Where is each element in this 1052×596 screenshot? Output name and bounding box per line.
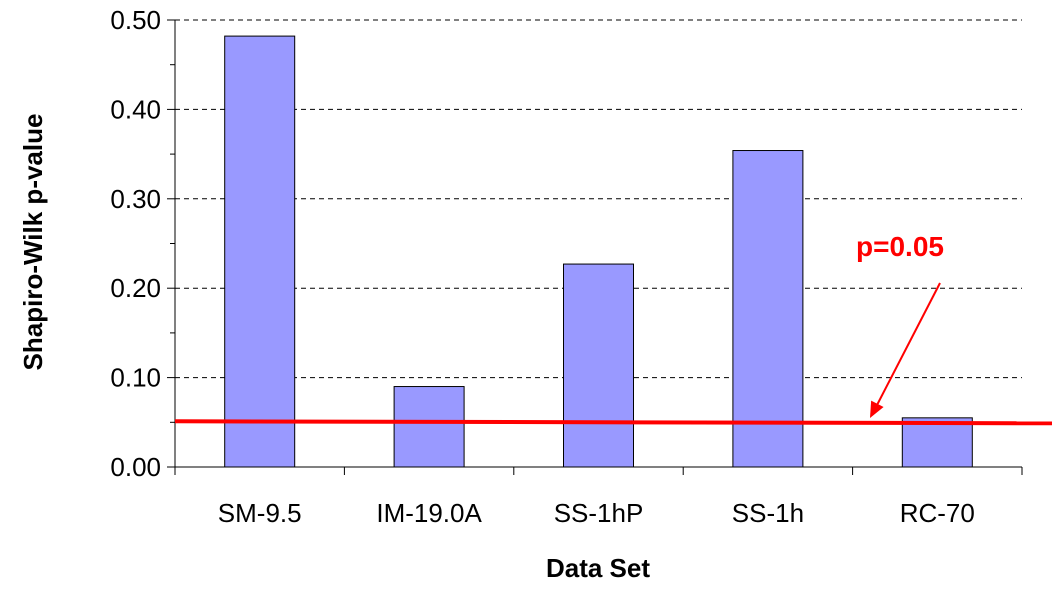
y-tick-label: 0.30 xyxy=(110,184,161,214)
x-tick-label: SS-1hP xyxy=(554,498,644,528)
y-axis-title: Shapiro-Wilk p-value xyxy=(18,114,48,371)
bar-rc-70 xyxy=(901,417,973,468)
x-tick-labels: SM-9.5 IM-19.0A SS-1hP SS-1h RC-70 xyxy=(218,498,975,528)
y-tick-label: 0.10 xyxy=(110,363,161,393)
y-tick-labels: 0.00 0.10 0.20 0.30 0.40 0.50 xyxy=(110,5,161,482)
bar-sm-9.5 xyxy=(224,35,296,468)
axes xyxy=(167,19,1023,475)
reference-line xyxy=(174,419,1052,426)
bar-ss-1h xyxy=(732,150,804,468)
x-tick-label: SM-9.5 xyxy=(218,498,302,528)
reference-line-label: p=0.05 xyxy=(856,231,944,262)
annotation-arrow-shaft xyxy=(875,282,941,408)
annotation-arrow-head xyxy=(870,400,884,418)
bar-im-19.0a xyxy=(393,386,465,468)
reference-line-group: p=0.05 xyxy=(174,231,1052,426)
x-tick-label: SS-1h xyxy=(732,498,804,528)
y-tick-label: 0.00 xyxy=(110,452,161,482)
x-tick-label: RC-70 xyxy=(900,498,975,528)
y-tick-label: 0.40 xyxy=(110,94,161,124)
bars xyxy=(224,35,973,468)
bar-ss-1hp xyxy=(563,263,634,468)
y-tick-label: 0.50 xyxy=(110,5,161,35)
x-tick-label: IM-19.0A xyxy=(376,498,482,528)
x-axis-title: Data Set xyxy=(546,553,650,583)
y-tick-label: 0.20 xyxy=(110,273,161,303)
